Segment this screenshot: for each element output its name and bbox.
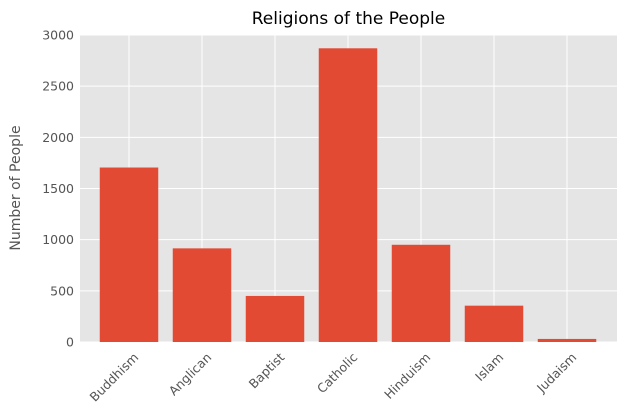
x-tick-labels: Buddhism Anglican Baptist Catholic Hinduism I… (87, 350, 580, 405)
bar-catholic (318, 48, 378, 342)
bar-buddhism (99, 167, 159, 342)
bars (99, 48, 597, 342)
y-tick-label: 3000 (42, 28, 74, 43)
x-tick-label: Anglican (166, 350, 215, 399)
y-tick-label: 2000 (42, 130, 74, 145)
bar-judaism (537, 338, 597, 342)
x-tick-label: Judaism (533, 350, 579, 396)
y-tick-label: 2500 (42, 79, 74, 94)
y-tick-label: 1500 (42, 181, 74, 196)
x-tick-label: Hinduism (381, 350, 433, 402)
y-tick-label: 1000 (42, 232, 74, 247)
y-tick-label: 500 (50, 283, 74, 298)
y-tick-label: 0 (66, 335, 74, 350)
x-tick-label: Catholic (314, 350, 361, 397)
x-tick-label: Buddhism (87, 350, 142, 405)
y-tick-labels: 0 500 1000 1500 2000 2500 3000 (42, 28, 74, 350)
chart-title: Religions of the People (252, 9, 445, 29)
bar-hinduism (391, 244, 451, 342)
bar-anglican (172, 248, 232, 342)
bar-islam (464, 305, 524, 342)
bar-baptist (245, 295, 305, 342)
y-axis-title: Number of People (8, 125, 24, 250)
x-tick-label: Baptist (246, 350, 288, 392)
x-tick-label: Islam (472, 350, 506, 384)
